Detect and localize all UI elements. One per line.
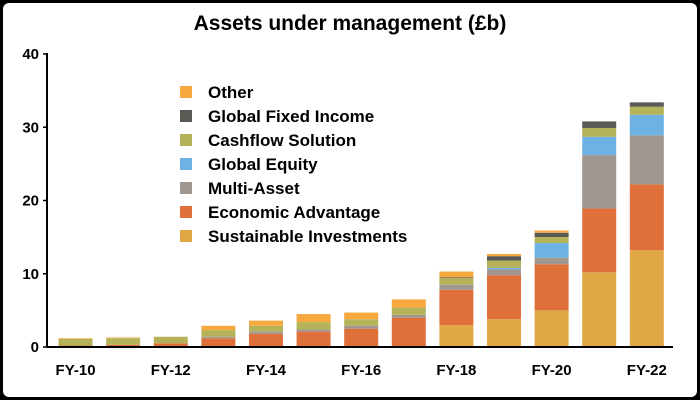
bar-segment [439, 284, 474, 290]
bar-segment [58, 338, 93, 339]
legend-swatch [180, 134, 192, 146]
x-tick-label: FY-10 [56, 362, 96, 379]
bar-segment [439, 278, 474, 285]
bar-segment [534, 232, 569, 238]
bar-segment [106, 344, 141, 347]
legend-label: Other [208, 83, 254, 102]
bar-segment [296, 314, 331, 323]
legend-label: Economic Advantage [208, 203, 380, 222]
bar-segment [582, 127, 617, 137]
bar-segment [58, 338, 93, 346]
bar-segment [487, 256, 522, 261]
bar-segment [487, 319, 522, 347]
bar-segment [153, 343, 188, 347]
bar-segment [248, 320, 283, 326]
legend-label: Multi-Asset [208, 179, 300, 198]
y-tick-label: 10 [22, 266, 39, 283]
bar-segment [534, 257, 569, 265]
chart-title: Assets under management (£b) [194, 12, 507, 35]
bar-segment [534, 237, 569, 243]
legend-label: Cashflow Solution [208, 131, 356, 150]
legend-label: Global Fixed Income [208, 107, 374, 126]
bar-segment [391, 307, 426, 315]
bar-segment [439, 271, 474, 278]
stacked-bar-chart: Assets under management (£b) 0 10 20 30 40 F… [22, 12, 673, 379]
bar-segment [534, 264, 569, 311]
legend-swatch [180, 158, 192, 170]
bar-segment [344, 319, 379, 326]
bar-segment [582, 208, 617, 273]
legend-swatch [180, 182, 192, 194]
bar-segment [201, 336, 236, 339]
bar-segment [487, 275, 522, 320]
x-tick-label: FY-22 [627, 362, 667, 379]
bar-segment [344, 312, 379, 320]
x-tick-label: FY-14 [246, 362, 287, 379]
bar-segment [487, 267, 522, 270]
bar-segment [296, 329, 331, 332]
bar-segment [391, 314, 426, 318]
y-axis-ticks: 0 10 20 30 40 [22, 46, 47, 356]
bar-segment [629, 184, 664, 251]
bar-segment [296, 331, 331, 347]
bar-segment [248, 331, 283, 334]
bar-segment [629, 106, 664, 115]
bar-segment [534, 310, 569, 347]
bar-segment [487, 260, 522, 268]
bars [58, 102, 664, 347]
legend-label: Sustainable Investments [208, 227, 407, 246]
x-axis-ticks: FY-10 FY-12 FY-14 FY-16 FY-18 FY-20 FY-22 [56, 362, 667, 379]
bar-segment [248, 325, 283, 332]
bar-segment [629, 114, 664, 136]
y-tick-label: 0 [31, 339, 39, 356]
x-tick-label: FY-16 [341, 362, 381, 379]
bar-segment [106, 338, 141, 345]
bar-segment [106, 337, 141, 339]
y-tick-label: 40 [22, 46, 39, 63]
y-tick-label: 30 [22, 119, 39, 136]
legend-swatch [180, 86, 192, 98]
legend-swatch [180, 206, 192, 218]
x-tick-label: FY-18 [436, 362, 476, 379]
chart-frame: Assets under management (£b) 0 10 20 30 40 F… [3, 3, 697, 397]
bar-segment [201, 330, 236, 337]
bar-segment [153, 336, 188, 344]
legend-swatch [180, 230, 192, 242]
axes [46, 53, 673, 348]
bar-segment [296, 322, 331, 330]
bar-segment [582, 136, 617, 156]
bar-segment [582, 121, 617, 128]
bar-segment [248, 333, 283, 347]
bar-segment [201, 325, 236, 331]
bar-segment [629, 250, 664, 347]
bar-segment [534, 242, 569, 258]
bar-segment [439, 277, 474, 279]
bar-segment [391, 299, 426, 308]
bar-segment [629, 102, 664, 107]
bar-segment [344, 328, 379, 347]
bar-segment [629, 135, 664, 185]
x-tick-label: FY-12 [151, 362, 191, 379]
x-tick-label: FY-20 [532, 362, 572, 379]
legend-swatch [180, 110, 192, 122]
bar-segment [487, 269, 522, 276]
bar-segment [201, 338, 236, 347]
bar-segment [487, 253, 522, 257]
bar-segment [391, 317, 426, 347]
bar-segment [439, 289, 474, 326]
bar-segment [582, 272, 617, 347]
bar-segment [344, 325, 379, 329]
legend-label: Global Equity [208, 155, 318, 174]
y-tick-label: 20 [22, 193, 39, 210]
legend: Other Global Fixed Income Cashflow Solutio… [180, 83, 407, 246]
bar-segment [534, 230, 569, 233]
bar-segment [439, 325, 474, 347]
bar-segment [582, 155, 617, 209]
